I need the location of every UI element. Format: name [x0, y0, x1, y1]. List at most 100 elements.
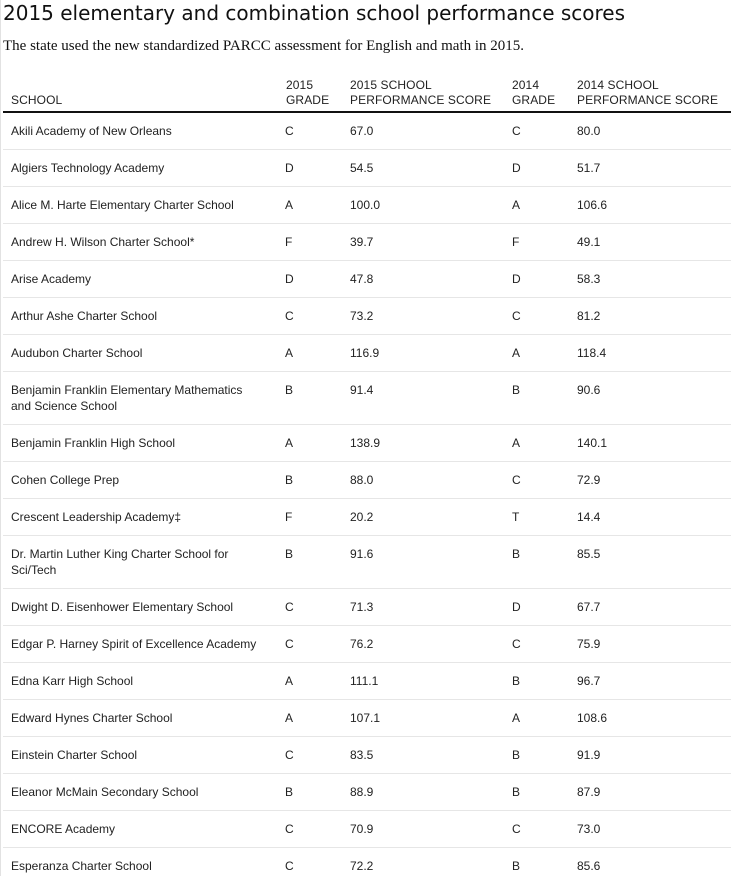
table-row: Edgar P. Harney Spirit of Excellence Aca…: [3, 626, 731, 663]
grade-2014-cell: B: [512, 748, 521, 762]
grade-2015-cell: F: [285, 235, 293, 249]
header-school[interactable]: SCHOOL: [11, 93, 63, 107]
table-row: Benjamin Franklin Elementary Mathematics…: [3, 372, 731, 425]
score-2015-cell: 91.4: [350, 383, 374, 397]
score-2014-cell: 67.7: [577, 600, 601, 614]
school-cell: ENCORE Academy: [11, 822, 116, 836]
score-2015-cell: 67.0: [350, 124, 374, 138]
school-cell: Arise Academy: [11, 272, 92, 286]
header-2015-score[interactable]: 2015 SCHOOL PERFORMANCE SCORE: [350, 78, 492, 107]
school-cell: Edgar P. Harney Spirit of Excellence Aca…: [11, 637, 257, 651]
grade-2015-cell: C: [285, 859, 294, 873]
score-2015-cell: 91.6: [350, 547, 374, 561]
score-2015-cell: 107.1: [350, 711, 381, 725]
school-cell: Cohen College Prep: [11, 473, 120, 487]
score-2015-cell: 72.2: [350, 859, 374, 873]
grade-2014-cell: B: [512, 674, 521, 688]
table-row: Arthur Ashe Charter School C 73.2 C 81.2: [3, 298, 731, 335]
score-2015-cell: 88.0: [350, 473, 374, 487]
grade-2014-cell: D: [512, 161, 521, 175]
score-2014-cell: 75.9: [577, 637, 601, 651]
school-cell: Dwight D. Eisenhower Elementary School: [11, 600, 234, 614]
grade-2015-cell: B: [285, 383, 294, 397]
score-2014-cell: 85.6: [577, 859, 601, 873]
header-2014-score[interactable]: 2014 SCHOOL PERFORMANCE SCORE: [577, 78, 719, 107]
school-cell: Edward Hynes Charter School: [11, 711, 173, 725]
table-row: Eleanor McMain Secondary School B 88.9 B 87.…: [3, 774, 731, 811]
score-2015-cell: 116.9: [350, 346, 380, 360]
grade-2015-cell: A: [285, 346, 294, 360]
table-row: Andrew H. Wilson Charter School* F 39.7 F 49…: [3, 224, 731, 261]
table-row: ENCORE Academy C 70.9 C 73.0: [3, 811, 731, 848]
score-2014-cell: 140.1: [577, 436, 608, 450]
score-2014-cell: 51.7: [577, 161, 601, 175]
grade-2014-cell: C: [512, 124, 521, 138]
grade-2014-cell: D: [512, 272, 521, 286]
table-row: Dr. Martin Luther King Charter School fo…: [3, 536, 731, 589]
grade-2014-cell: B: [512, 859, 521, 873]
grade-2014-cell: A: [512, 198, 521, 212]
grade-2015-cell: D: [285, 272, 294, 286]
score-2015-cell: 76.2: [350, 637, 374, 651]
grade-2014-cell: T: [512, 510, 520, 524]
score-2015-cell: 47.8: [350, 272, 374, 286]
grade-2015-cell: F: [285, 510, 293, 524]
grade-2015-cell: A: [285, 436, 294, 450]
school-cell: Edna Karr High School: [11, 674, 134, 688]
table-body: Akili Academy of New Orleans C 67.0 C 80.0 Al…: [3, 113, 731, 876]
score-2014-cell: 106.6: [577, 198, 608, 212]
table-row: Alice M. Harte Elementary Charter School…: [3, 187, 731, 224]
grade-2015-cell: A: [285, 198, 294, 212]
grade-2014-cell: C: [512, 637, 521, 651]
table-row: Einstein Charter School C 83.5 B 91.9: [3, 737, 731, 774]
header-2015-grade[interactable]: 2015 GRADE: [286, 78, 330, 107]
score-2014-cell: 85.5: [577, 547, 601, 561]
grade-2014-cell: B: [512, 547, 521, 561]
grade-2014-cell: C: [512, 822, 521, 836]
school-cell: Crescent Leadership Academy‡: [11, 510, 182, 524]
score-2015-cell: 70.9: [350, 822, 374, 836]
score-2015-cell: 100.0: [350, 198, 381, 212]
grade-2015-cell: C: [285, 637, 294, 651]
table-row: Akili Academy of New Orleans C 67.0 C 80.0: [3, 113, 731, 150]
table-row: Audubon Charter School A 116.9 A 118.4: [3, 335, 731, 372]
score-2015-cell: 39.7: [350, 235, 374, 249]
school-cell: Algiers Technology Academy: [11, 161, 165, 175]
grade-2015-cell: C: [285, 309, 294, 323]
score-2014-cell: 91.9: [577, 748, 601, 762]
score-2014-cell: 72.9: [577, 473, 601, 487]
table-row: Cohen College Prep B 88.0 C 72.9: [3, 462, 731, 499]
grade-2015-cell: B: [285, 547, 294, 561]
grade-2015-cell: D: [285, 161, 294, 175]
table-row: Edna Karr High School A 111.1 B 96.7: [3, 663, 731, 700]
grade-2015-cell: C: [285, 124, 294, 138]
score-2014-cell: 80.0: [577, 124, 601, 138]
grade-2014-cell: B: [512, 383, 521, 397]
grade-2014-cell: A: [512, 711, 521, 725]
school-cell: Esperanza Charter School: [11, 859, 152, 873]
score-2015-cell: 83.5: [350, 748, 374, 762]
table-row: Dwight D. Eisenhower Elementary School C 7…: [3, 589, 731, 626]
grade-2015-cell: B: [285, 785, 294, 799]
score-2015-cell: 73.2: [350, 309, 374, 323]
table-row: Esperanza Charter School C 72.2 B 85.6: [3, 848, 731, 876]
school-cell: Einstein Charter School: [11, 748, 138, 762]
header-2014-grade[interactable]: 2014 GRADE: [512, 78, 556, 107]
grade-2015-cell: B: [285, 473, 294, 487]
grade-2015-cell: C: [285, 822, 294, 836]
score-2015-cell: 88.9: [350, 785, 374, 799]
page-left-border: [0, 0, 1, 876]
table-row: Edward Hynes Charter School A 107.1 A 108.6: [3, 700, 731, 737]
school-cell: Alice M. Harte Elementary Charter School: [11, 198, 234, 212]
score-2014-cell: 73.0: [577, 822, 601, 836]
grade-2014-cell: A: [512, 346, 521, 360]
grade-2014-cell: C: [512, 309, 521, 323]
score-2015-cell: 20.2: [350, 510, 374, 524]
score-2014-cell: 87.9: [577, 785, 601, 799]
grade-2015-cell: C: [285, 600, 294, 614]
grade-2015-cell: A: [285, 711, 294, 725]
table-row: Algiers Technology Academy D 54.5 D 51.7: [3, 150, 731, 187]
grade-2014-cell: D: [512, 600, 521, 614]
school-cell: Eleanor McMain Secondary School: [11, 785, 199, 799]
score-2015-cell: 138.9: [350, 436, 381, 450]
